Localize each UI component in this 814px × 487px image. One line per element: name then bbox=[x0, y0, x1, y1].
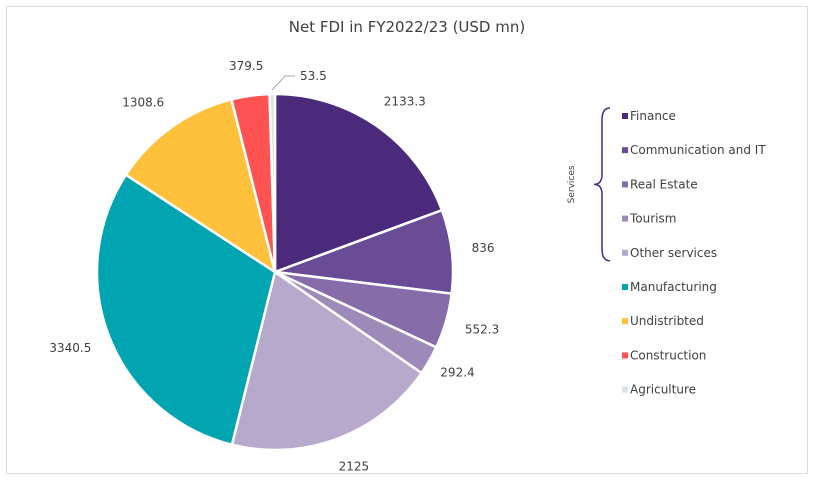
data-label-manufacturing: 3340.5 bbox=[49, 341, 91, 355]
leader-line-agriculture bbox=[271, 75, 295, 91]
chart-title: Net FDI in FY2022/23 (USD mn) bbox=[288, 18, 526, 36]
legend-label-construction: Construction bbox=[630, 348, 706, 362]
legend-group-label: Services bbox=[567, 165, 577, 203]
legend-marker-tourism bbox=[622, 215, 628, 222]
pie-slice-undistribted bbox=[124, 97, 277, 275]
data-label-construction: 379.5 bbox=[229, 59, 263, 73]
legend-marker-undistribted bbox=[622, 318, 628, 325]
data-label-tourism: 292.4 bbox=[440, 365, 474, 379]
data-label-finance: 2133.3 bbox=[384, 94, 426, 108]
legend-label-finance: Finance bbox=[630, 109, 676, 123]
pie-slice-agriculture bbox=[268, 92, 277, 273]
legend-marker-real-estate bbox=[622, 181, 628, 188]
legend-marker-communication-and-it bbox=[622, 147, 628, 154]
legend-label-manufacturing: Manufacturing bbox=[630, 280, 717, 294]
pie-slice-other-services bbox=[230, 269, 424, 452]
legend-label-undistribted: Undistribted bbox=[630, 314, 704, 328]
data-label-agriculture: 53.5 bbox=[300, 69, 327, 83]
data-labels: 2133.3 836 552.3 292.4 2125 3340.5 1308.6 379.5… bbox=[49, 59, 499, 474]
legend: Finance Communication and IT Real Estate To… bbox=[567, 107, 766, 397]
legend-label-real-estate: Real Estate bbox=[630, 177, 698, 191]
legend-label-tourism: Tourism bbox=[629, 212, 676, 226]
data-label-communication-and-it: 836 bbox=[472, 241, 495, 255]
data-label-real-estate: 552.3 bbox=[465, 322, 499, 336]
leader-lines bbox=[271, 75, 295, 91]
data-label-other-services: 2125 bbox=[339, 460, 370, 474]
legend-marker-construction bbox=[622, 352, 628, 359]
pie-slices bbox=[95, 92, 455, 452]
legend-marker-manufacturing bbox=[622, 284, 628, 290]
legend-label-agriculture: Agriculture bbox=[630, 383, 696, 397]
legend-marker-other-services bbox=[622, 249, 628, 256]
data-label-undistribted: 1308.6 bbox=[122, 96, 164, 110]
services-brace bbox=[593, 107, 611, 262]
legend-marker-finance bbox=[622, 113, 628, 119]
pie-slice-manufacturing bbox=[95, 173, 277, 447]
legend-marker-agriculture bbox=[622, 386, 628, 393]
pie-slice-finance bbox=[273, 92, 444, 274]
legend-label-communication-and-it: Communication and IT bbox=[630, 143, 766, 157]
legend-label-other-services: Other services bbox=[630, 246, 717, 260]
